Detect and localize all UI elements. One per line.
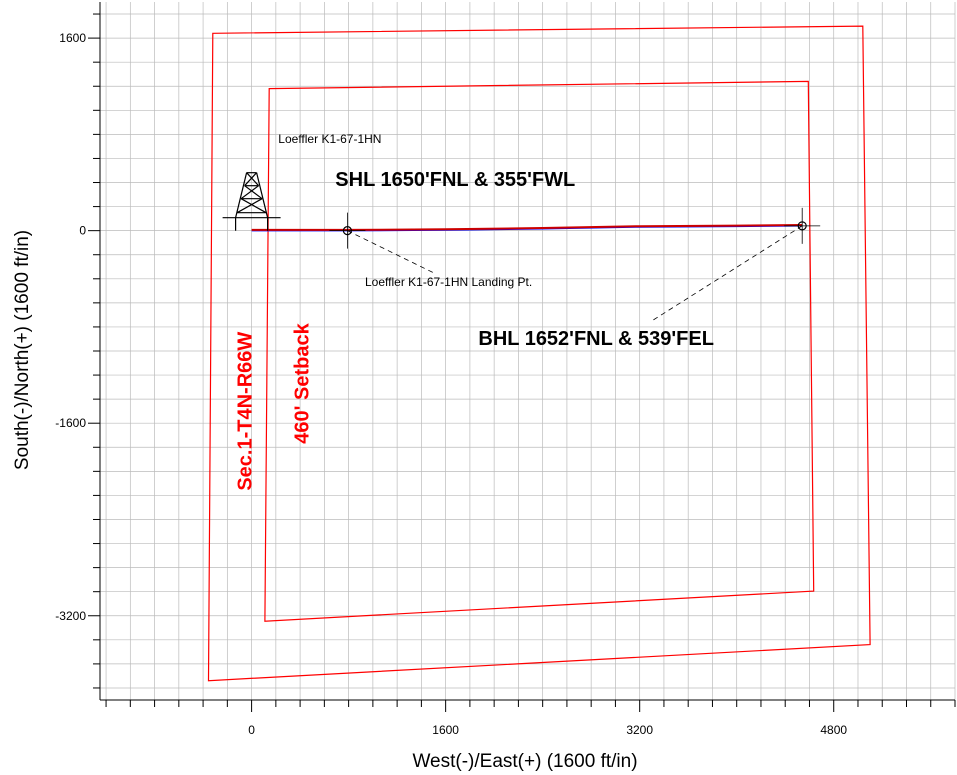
actual-wellpath [251, 224, 803, 231]
rig-strut [244, 172, 258, 187]
marker-group [329, 207, 821, 322]
drilling-rig-icon [222, 172, 281, 231]
rig-strut [256, 172, 269, 218]
y-tick-label: 1600 [59, 31, 86, 45]
annotation-text: Sec.1-T4N-R66W [235, 332, 257, 491]
y-tick-label: 0 [79, 224, 86, 238]
x-tick-label: 3200 [626, 723, 653, 737]
rig-strut [240, 185, 259, 200]
y-tick-label: -1600 [55, 416, 86, 430]
leader-line [347, 230, 434, 274]
leader-line [651, 225, 803, 322]
y-axis-title: South(-)/North(+) (1600 ft/in) [12, 230, 33, 470]
annotation-text: Loeffler K1-67-1HN [278, 132, 381, 146]
annotation-text: 460' Setback [292, 322, 314, 443]
annotation-text: BHL 1652'FNL & 539'FEL [478, 328, 714, 350]
bottom-hole-marker [797, 221, 807, 231]
landing-point-marker [342, 226, 353, 236]
rig-strut [244, 185, 263, 200]
setback-boundary [264, 80, 815, 622]
section-boundary [207, 25, 871, 682]
y-tick-label: -3200 [55, 609, 86, 623]
x-axis-title: West(-)/East(+) (1600 ft/in) [412, 751, 637, 772]
rig-strut [240, 198, 267, 214]
x-tick-label: 1600 [432, 723, 459, 737]
x-tick-label: 0 [248, 723, 255, 737]
x-tick-label: 4800 [820, 723, 847, 737]
rig-strut [246, 172, 260, 187]
rig-strut [235, 172, 248, 218]
rig-strut [236, 198, 263, 214]
grid [100, 2, 956, 700]
annotation-text: Loeffler K1-67-1HN Landing Pt. [365, 275, 532, 289]
annotation-group: Loeffler K1-67-1HN SHL 1650'FNL & 355'FWL… [235, 132, 714, 491]
annotation-text: SHL 1650'FNL & 355'FWL [335, 169, 575, 191]
tick-group: 0 1600 3200 4800 1600 0 -1600 -3200 [55, 13, 956, 737]
